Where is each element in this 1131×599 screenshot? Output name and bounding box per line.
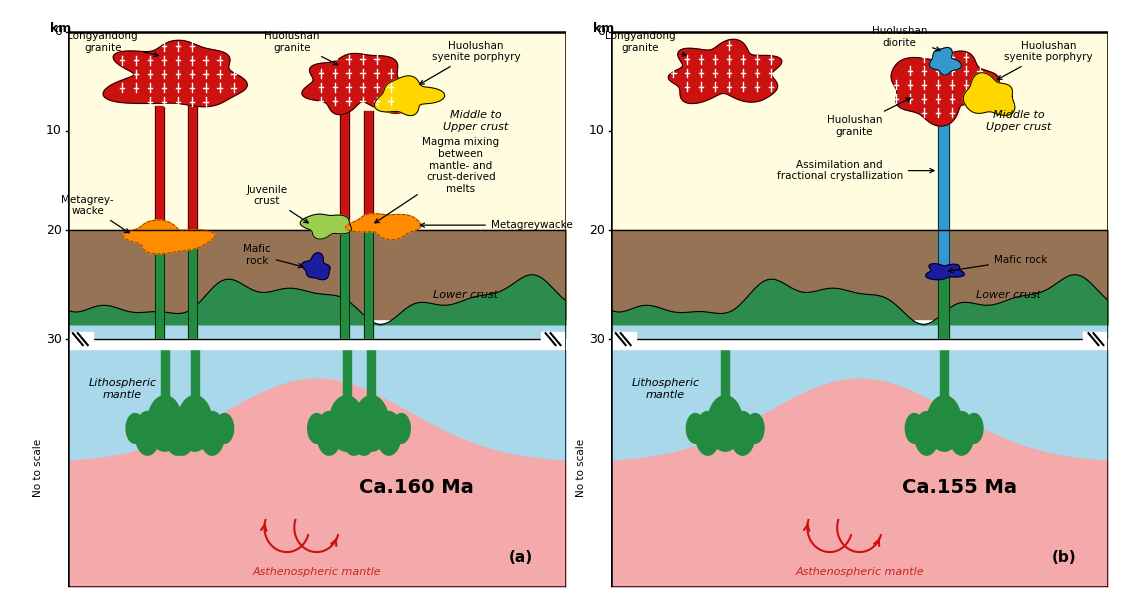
Polygon shape: [200, 412, 225, 455]
Polygon shape: [392, 413, 411, 443]
Text: (a): (a): [509, 550, 533, 565]
Text: 10: 10: [46, 125, 62, 137]
Text: No to scale: No to scale: [576, 439, 586, 497]
Text: Metagrey-
wacke: Metagrey- wacke: [61, 195, 129, 233]
Polygon shape: [165, 412, 190, 455]
Polygon shape: [354, 396, 389, 451]
Text: Longyandong
granite: Longyandong granite: [68, 31, 158, 56]
Polygon shape: [342, 412, 366, 455]
Text: Huolushan
granite: Huolushan granite: [264, 31, 338, 65]
Polygon shape: [925, 264, 965, 280]
Text: Juvenile
crust: Juvenile crust: [247, 184, 309, 223]
Text: Lower crust: Lower crust: [976, 289, 1042, 300]
Polygon shape: [103, 40, 248, 107]
Text: Lower crust: Lower crust: [433, 289, 499, 300]
Text: Magma mixing
between
mantle- and
crust-derived
melts: Magma mixing between mantle- and crust-d…: [374, 137, 500, 223]
Polygon shape: [135, 412, 159, 455]
Text: Huolushan
syenite porphyry: Huolushan syenite porphyry: [420, 41, 520, 84]
Polygon shape: [696, 412, 720, 455]
Text: 0: 0: [54, 25, 62, 38]
Polygon shape: [930, 47, 961, 75]
Polygon shape: [300, 214, 352, 239]
Polygon shape: [964, 72, 1015, 116]
Text: Ca.160 Ma: Ca.160 Ma: [359, 479, 474, 497]
Text: 30: 30: [46, 332, 62, 346]
Text: 20: 20: [46, 223, 62, 237]
Text: Huolushan
syenite porphyry: Huolushan syenite porphyry: [998, 41, 1093, 80]
Text: No to scale: No to scale: [33, 439, 43, 497]
Polygon shape: [156, 413, 174, 443]
Polygon shape: [926, 396, 961, 451]
Text: km: km: [594, 22, 614, 35]
Text: Middle to
Upper crust: Middle to Upper crust: [986, 110, 1052, 132]
Text: Metagreywacke: Metagreywacke: [421, 220, 572, 230]
Polygon shape: [308, 413, 326, 443]
Polygon shape: [302, 53, 407, 114]
Text: Lithospheric
mantle: Lithospheric mantle: [631, 378, 700, 400]
Text: 0: 0: [597, 25, 605, 38]
Polygon shape: [126, 413, 144, 443]
Polygon shape: [1083, 332, 1108, 346]
Polygon shape: [346, 214, 421, 240]
Text: Huolushan
granite: Huolushan granite: [827, 98, 910, 137]
Polygon shape: [668, 40, 782, 104]
Text: Mafic rock: Mafic rock: [948, 255, 1047, 273]
Polygon shape: [68, 332, 93, 346]
Polygon shape: [123, 220, 215, 254]
Polygon shape: [368, 413, 386, 443]
Text: Huolushan
diorite: Huolushan diorite: [872, 26, 940, 51]
Text: Asthenospheric mantle: Asthenospheric mantle: [795, 567, 924, 577]
Polygon shape: [965, 413, 983, 443]
Polygon shape: [746, 413, 765, 443]
Polygon shape: [611, 332, 636, 346]
Text: (b): (b): [1052, 550, 1076, 565]
Polygon shape: [541, 332, 566, 346]
Polygon shape: [185, 413, 204, 443]
Polygon shape: [905, 413, 923, 443]
Polygon shape: [147, 396, 182, 451]
Polygon shape: [731, 412, 756, 455]
Text: 20: 20: [589, 223, 605, 237]
Text: Middle to
Upper crust: Middle to Upper crust: [443, 110, 509, 132]
Polygon shape: [687, 413, 705, 443]
Polygon shape: [708, 396, 743, 451]
Text: Mafic
rock: Mafic rock: [243, 244, 303, 268]
Polygon shape: [352, 412, 377, 455]
Polygon shape: [170, 412, 195, 455]
Text: km: km: [51, 22, 71, 35]
Polygon shape: [891, 51, 1004, 126]
Polygon shape: [178, 396, 213, 451]
Polygon shape: [949, 412, 974, 455]
Polygon shape: [374, 76, 444, 116]
Polygon shape: [914, 412, 939, 455]
Text: 30: 30: [589, 332, 605, 346]
Text: Ca.155 Ma: Ca.155 Ma: [901, 479, 1017, 497]
Text: Lithospheric
mantle: Lithospheric mantle: [88, 378, 157, 400]
Polygon shape: [216, 413, 234, 443]
Polygon shape: [333, 413, 351, 443]
Text: 10: 10: [589, 125, 605, 137]
Text: Asthenospheric mantle: Asthenospheric mantle: [252, 567, 381, 577]
Polygon shape: [377, 412, 402, 455]
Polygon shape: [329, 396, 364, 451]
Polygon shape: [302, 253, 330, 280]
Text: Assimilation and
fractional crystallization: Assimilation and fractional crystallizat…: [777, 160, 934, 181]
Text: Longyandong
granite: Longyandong granite: [605, 31, 687, 56]
Polygon shape: [317, 412, 342, 455]
